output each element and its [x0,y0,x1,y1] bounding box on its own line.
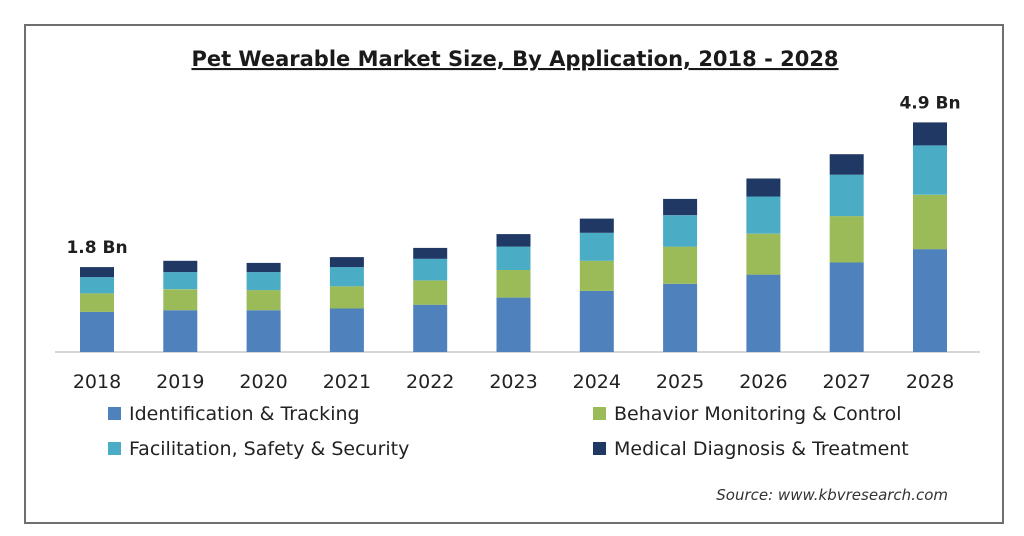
bars-layer [80,122,947,352]
bar-segment-2026-series-1 [746,274,781,352]
legend: Identification & Tracking Behavior Monito… [108,403,909,460]
bar-segment-2027-series-2 [829,216,864,263]
bar-segment-2020-series-1 [246,310,281,352]
x-tick-2025: 2025 [656,371,704,393]
x-tick-2028: 2028 [906,371,954,393]
x-tick-2022: 2022 [406,371,454,393]
bar-segment-2022-series-3 [413,258,448,281]
bar-segment-2019-series-1 [163,310,198,352]
bar-segment-2025-series-3 [663,215,698,247]
bar-segment-2021-series-4 [329,257,364,268]
bar-segment-2019-series-4 [163,260,198,273]
legend-label-series-3: Facilitation, Safety & Security [129,438,409,460]
bar-segment-2023-series-1 [496,297,531,352]
bar-segment-2024-series-3 [579,232,614,261]
bar-segment-2026-series-2 [746,233,781,275]
legend-swatch-series-2 [593,407,606,420]
x-tick-2023: 2023 [489,371,537,393]
x-tick-2027: 2027 [823,371,871,393]
bar-segment-2026-series-3 [746,196,781,234]
bar-segment-2018-series-2 [80,293,114,312]
bar-segment-2027-series-4 [829,154,864,175]
bar-segment-2021-series-1 [329,308,364,352]
bar-segment-2024-series-1 [579,290,614,352]
bar-segment-2028-series-3 [913,145,947,195]
bar-segment-2020-series-2 [246,290,281,311]
bar-segment-2022-series-1 [413,304,448,352]
bar-segment-2027-series-3 [829,174,864,217]
x-tick-2024: 2024 [573,371,621,393]
bar-segment-2024-series-2 [579,260,614,291]
legend-label-series-4: Medical Diagnosis & Treatment [614,438,909,460]
bar-segment-2021-series-2 [329,286,364,309]
bar-segment-2020-series-4 [246,262,281,273]
bar-segment-2020-series-3 [246,272,281,291]
data-label-2028: 4.9 Bn [899,93,960,113]
x-tick-2020: 2020 [239,371,287,393]
x-tick-2021: 2021 [323,371,371,393]
bar-segment-2019-series-2 [163,289,198,311]
bar-segment-2022-series-4 [413,247,448,259]
data-label-2018: 1.8 Bn [66,238,127,258]
source-note: Source: www.kbvresearch.com [716,486,948,504]
bar-segment-2023-series-4 [496,234,531,247]
x-tick-2019: 2019 [156,371,204,393]
bar-segment-2018-series-1 [80,311,114,352]
bar-segment-2025-series-2 [663,246,698,284]
legend-label-series-2: Behavior Monitoring & Control [614,403,902,425]
bar-segment-2025-series-1 [663,283,698,352]
bar-segment-2022-series-2 [413,280,448,305]
bar-segment-2023-series-3 [496,246,531,270]
bar-segment-2021-series-3 [329,267,364,287]
bar-segment-2025-series-4 [663,198,698,216]
bar-segment-2028-series-4 [913,122,947,146]
legend-swatch-series-4 [593,442,606,455]
bar-segment-2027-series-1 [829,262,864,352]
bar-segment-2023-series-2 [496,270,531,298]
data-labels: 1.8 Bn 4.9 Bn [66,93,960,258]
bar-segment-2026-series-4 [746,178,781,197]
bar-segment-2028-series-2 [913,194,947,250]
legend-swatch-series-1 [108,407,121,420]
bar-segment-2024-series-4 [579,218,614,233]
x-tick-2018: 2018 [73,371,121,393]
bar-segment-2028-series-1 [913,249,947,352]
bar-segment-2018-series-3 [80,277,114,294]
x-axis-ticks: 2018 2019 2020 2021 2022 2023 2024 2025 2026 2027… [73,371,954,393]
chart-title: Pet Wearable Market Size, By Application… [191,47,838,71]
bar-segment-2019-series-3 [163,272,198,290]
legend-label-series-1: Identification & Tracking [129,403,360,425]
legend-swatch-series-3 [108,442,121,455]
bar-segment-2018-series-4 [80,267,114,278]
x-tick-2026: 2026 [739,371,787,393]
